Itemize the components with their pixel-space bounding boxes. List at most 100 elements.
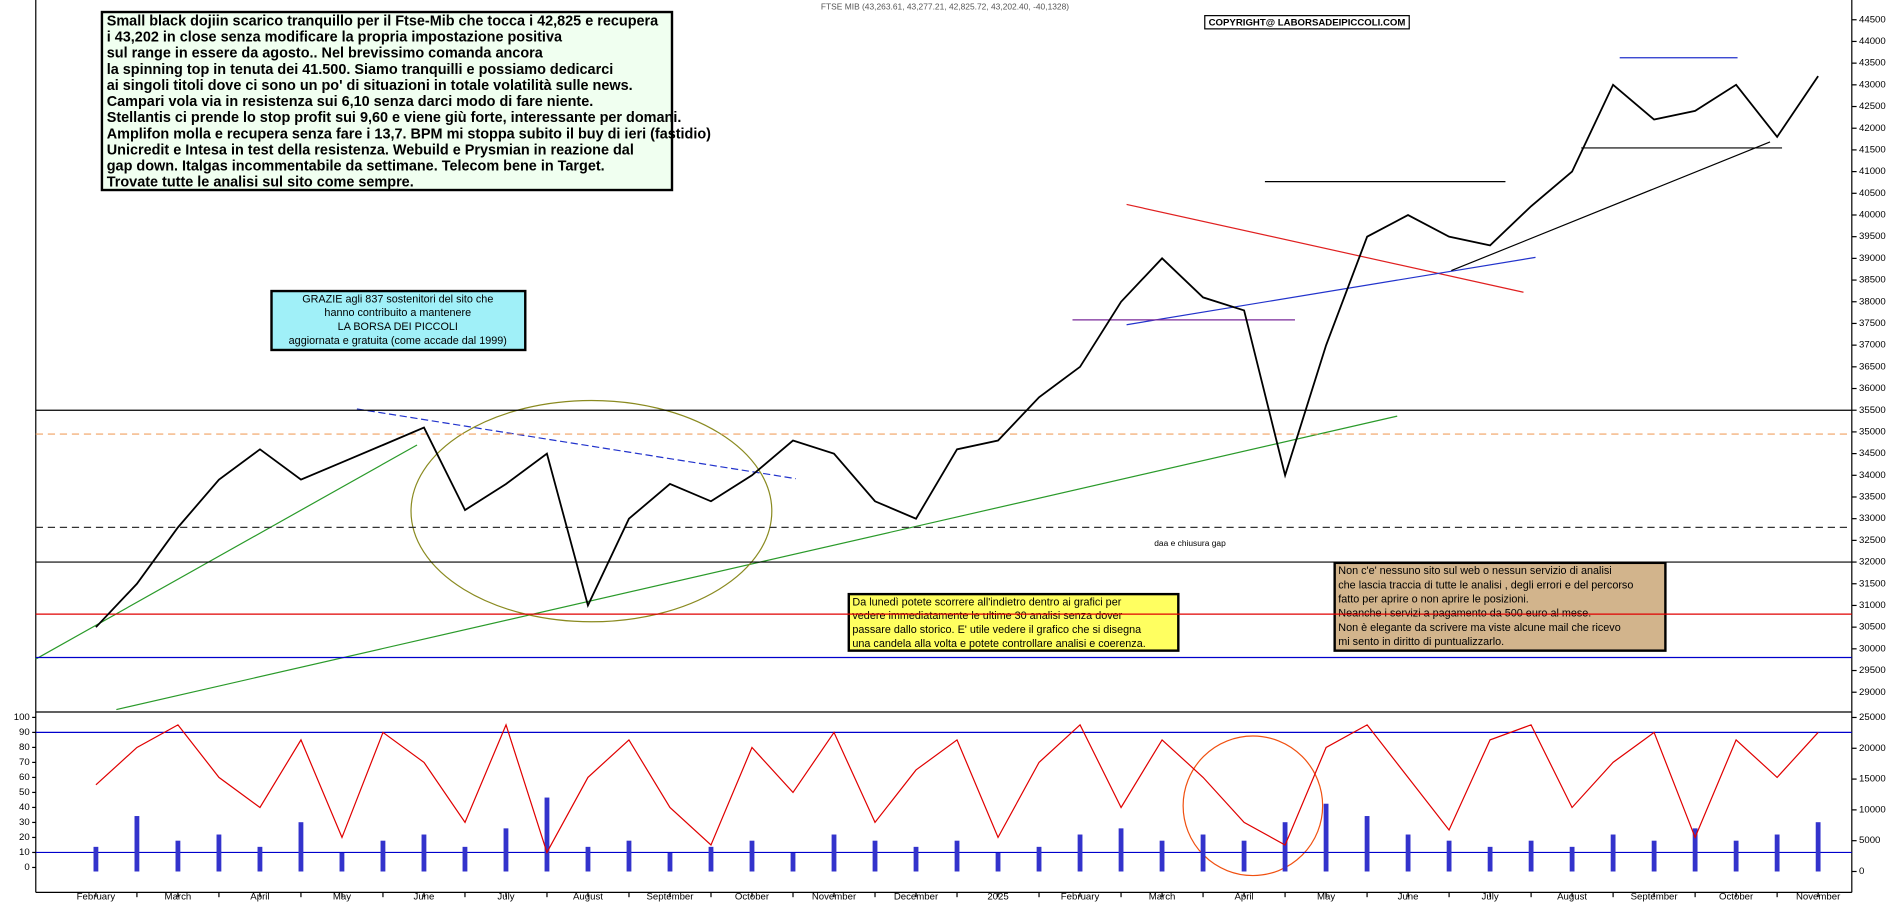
x-tick-label: April (1234, 892, 1253, 902)
note-line: gap down. Italgas incommentabile da sett… (107, 159, 605, 175)
volume-bar (1118, 828, 1124, 872)
y-tick-label: 38500 (1859, 275, 1886, 286)
y-tick-label: 43500 (1859, 58, 1886, 69)
volume-bar (1569, 846, 1575, 872)
trend-lines (35, 57, 1783, 877)
volume-bar (831, 834, 837, 872)
volume-bar (1733, 840, 1739, 872)
note-line: mi sento in diritto di puntualizzarlo. (1338, 636, 1504, 648)
y-tick-label: 40500 (1859, 188, 1886, 199)
y2-tick-label: 20000 (1859, 743, 1886, 754)
y-tick-label: 39500 (1859, 231, 1886, 242)
volume-bar (257, 846, 263, 872)
note-line: Non c'e' nessuno sito sul web o nessun s… (1338, 565, 1611, 577)
volume-bar (790, 853, 796, 872)
volume-bar (1159, 840, 1165, 872)
volume-bar (872, 840, 878, 872)
y-tick-label: 29000 (1859, 687, 1886, 698)
volume-bar (421, 834, 427, 872)
volume-bar (93, 846, 99, 872)
volume-bar (1651, 840, 1657, 872)
x-tick-label: March (165, 892, 192, 902)
note-line: i 43,202 in close senza modificare la pr… (107, 30, 563, 46)
annotation: daa e chiusura gap (1154, 538, 1226, 548)
note-line: LA BORSA DEI PICCOLI (338, 321, 458, 333)
y-tick-label: 0 (24, 862, 29, 873)
trend-line (356, 408, 796, 480)
volume-bar (585, 846, 591, 872)
x-tick-label: November (1796, 892, 1841, 902)
note-line: fatto per aprire o non aprire le posizio… (1338, 594, 1529, 606)
volume-bar (1528, 840, 1534, 872)
y-tick-label: 20 (19, 832, 30, 843)
price-line (95, 75, 1819, 628)
y-tick-label: 41500 (1859, 144, 1886, 155)
y-tick-label: 34500 (1859, 448, 1886, 459)
y-tick-label: 50 (19, 787, 30, 798)
note-line: passare dallo storico. E' utile vedere i… (852, 624, 1142, 636)
volume-bar (1446, 840, 1452, 872)
trend-line (116, 415, 1398, 711)
note-box (270, 289, 527, 352)
y-tick-label: 30000 (1859, 643, 1886, 654)
y-tick-label: 80 (19, 742, 30, 753)
x-tick-label: February (1061, 892, 1100, 902)
note-line: ai singoli titoli dove ci sono un po' di… (107, 78, 633, 94)
oscillator-line (95, 723, 1819, 854)
y-tick-label: 34000 (1859, 470, 1886, 481)
y-tick-label: 43000 (1859, 79, 1886, 90)
trend-line (1126, 256, 1536, 326)
note-line: hanno contribuito a mantenere (324, 307, 471, 319)
y-tick-label: 30500 (1859, 622, 1886, 633)
volume-bar (1364, 816, 1370, 872)
y2-tick-label: 0 (1859, 866, 1864, 877)
volume-bar (1610, 834, 1616, 872)
note-box (1333, 561, 1667, 652)
copyright-box (1204, 15, 1410, 30)
y-tick-label: 41000 (1859, 166, 1886, 177)
volume-bar (1282, 822, 1288, 872)
x-tick-label: July (1482, 892, 1499, 902)
note-line: Amplifon molla e recupera senza fare i 1… (107, 126, 711, 142)
y-tick-label: 35500 (1859, 405, 1886, 416)
volume-bar (626, 840, 632, 872)
x-tick-label: November (812, 892, 857, 902)
volume-bar (1241, 840, 1247, 872)
y-tick-label: 38000 (1859, 296, 1886, 307)
note-line: Unicredit e Intesa in test della resiste… (107, 142, 634, 158)
x-tick-label: September (1631, 892, 1679, 902)
y-tick-label: 33000 (1859, 513, 1886, 524)
trend-line (1126, 203, 1524, 293)
volume-bar (1487, 846, 1493, 872)
volume-bar (339, 853, 345, 872)
volume-bar (298, 822, 304, 872)
y2-tick-label: 10000 (1859, 804, 1886, 815)
note-line: Non è elegante da scrivere ma viste alcu… (1338, 622, 1620, 634)
y-tick-label: 37500 (1859, 318, 1886, 329)
volume-bar (216, 834, 222, 872)
x-tick-label: March (1149, 892, 1176, 902)
x-tick-label: 2025 (987, 892, 1008, 902)
x-tick-label: May (1317, 892, 1335, 902)
volume-bar (749, 840, 755, 872)
y-tick-label: 36500 (1859, 361, 1886, 372)
y2-tick-label: 15000 (1859, 774, 1886, 785)
volume-bar (544, 797, 550, 872)
y-tick-label: 31000 (1859, 600, 1886, 611)
volume-bar (913, 846, 919, 872)
y-tick-label: 44500 (1859, 14, 1886, 25)
x-tick-label: December (894, 892, 939, 902)
y-tick-label: 100 (14, 712, 30, 723)
volume-bar (1774, 834, 1780, 872)
y-tick-label: 70 (19, 757, 30, 768)
note-line: Trovate tutte le analisi sul sito come s… (107, 175, 414, 191)
y-tick-label: 33500 (1859, 492, 1886, 503)
y-tick-label: 42500 (1859, 101, 1886, 112)
y-tick-label: 30 (19, 817, 30, 828)
volume-bar (1405, 834, 1411, 872)
ellipse (1182, 735, 1324, 877)
volume-bar (1323, 803, 1329, 872)
volume-bar (380, 840, 386, 872)
note-line: Small black dojiin scarico tranquillo pe… (107, 13, 659, 29)
x-tick-label: June (1398, 892, 1419, 902)
